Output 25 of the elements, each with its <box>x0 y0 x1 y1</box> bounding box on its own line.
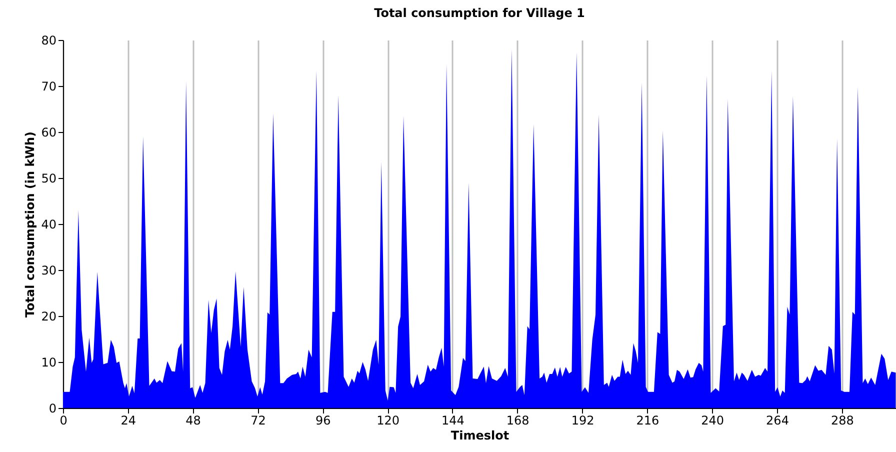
x-tick-label: 288 <box>830 414 854 428</box>
y-tick-label: 30 <box>41 264 56 278</box>
x-tick-label: 216 <box>636 414 660 428</box>
x-tick-label: 72 <box>250 414 266 428</box>
x-tick-label: 264 <box>766 414 789 428</box>
x-tick-label: 24 <box>120 414 136 428</box>
x-tick-label: 120 <box>376 414 400 428</box>
y-axis-title: Total consumption (in kWh) <box>23 131 38 318</box>
x-tick-label: 0 <box>60 414 68 428</box>
y-tick-label: 60 <box>41 126 56 140</box>
y-tick-label: 50 <box>41 172 56 186</box>
y-tick-label: 0 <box>48 402 56 416</box>
x-tick-label: 240 <box>701 414 724 428</box>
y-tick-label: 20 <box>41 310 56 324</box>
x-axis-title: Timeslot <box>450 428 510 442</box>
y-tick-label: 10 <box>41 356 56 370</box>
x-tick-label: 48 <box>186 414 201 428</box>
x-tick-label: 192 <box>571 414 594 428</box>
y-tick-label: 80 <box>41 34 56 48</box>
x-tick-label: 144 <box>442 414 464 428</box>
y-tick-label: 40 <box>41 218 56 232</box>
x-tick-label: 168 <box>506 414 530 428</box>
y-tick-label: 70 <box>41 80 56 94</box>
x-tick-label: 96 <box>315 414 331 428</box>
chart-title: Total consumption for Village 1 <box>374 6 585 20</box>
